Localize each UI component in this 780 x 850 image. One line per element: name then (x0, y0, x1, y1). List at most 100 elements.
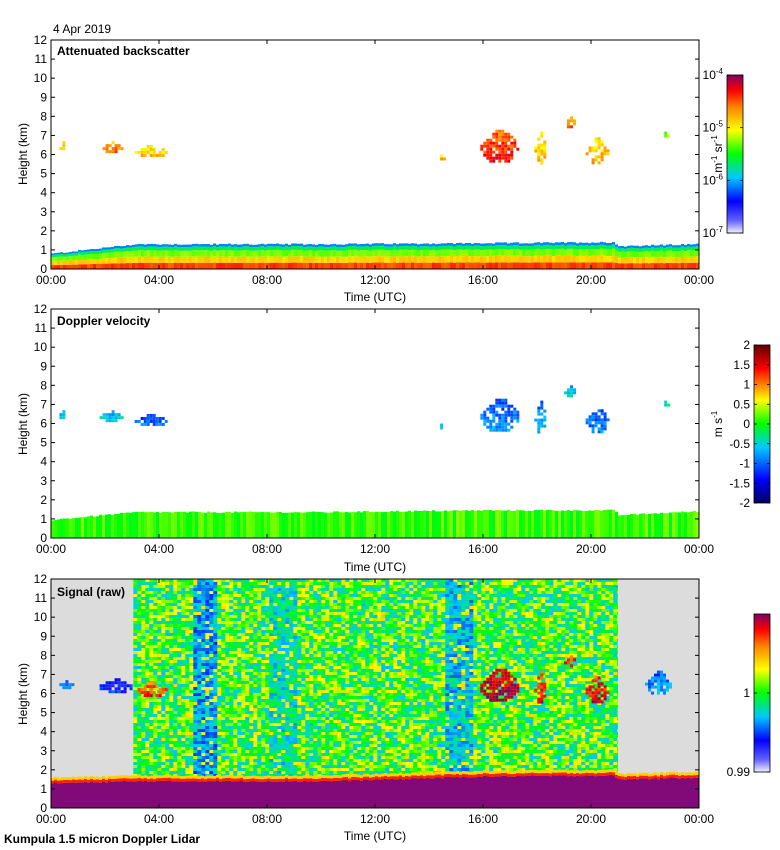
signal-cell (489, 639, 494, 642)
boundary-layer-cell (615, 511, 618, 538)
signal-cell (589, 612, 594, 615)
signal-cell (461, 636, 466, 639)
signal-cell (189, 582, 194, 585)
signal-cell (377, 627, 382, 630)
signal-cell (281, 600, 286, 603)
cloud-cell (489, 141, 493, 145)
boundary-layer-cell (333, 250, 336, 257)
signal-cell (361, 579, 366, 582)
boundary-layer-cell (651, 250, 654, 257)
signal-cell (289, 621, 294, 624)
signal-cell (401, 624, 406, 627)
signal-cell (497, 642, 502, 645)
signal-cell (469, 612, 474, 615)
boundary-layer-cell (333, 262, 336, 269)
signal-cell (357, 633, 362, 636)
signal-cell (349, 597, 354, 600)
boundary-layer-cell (444, 510, 447, 538)
signal-cell (309, 591, 314, 594)
signal-cell (549, 639, 554, 642)
signal-cell (513, 651, 518, 654)
signal-cell (589, 606, 594, 609)
signal-cell (501, 651, 506, 654)
boundary-layer-cell (306, 246, 309, 251)
signal-cell (597, 636, 602, 639)
boundary-layer-cell (219, 250, 222, 257)
signal-cell (605, 612, 610, 615)
boundary-layer-cell (276, 262, 279, 269)
signal-cell (505, 594, 510, 597)
signal-cell (173, 636, 178, 639)
signal-cell (501, 648, 506, 651)
signal-cell (437, 639, 442, 642)
boundary-layer-cell (273, 243, 276, 247)
signal-cell (493, 585, 498, 588)
signal-cell (141, 618, 146, 621)
y-tick-label: 9 (40, 90, 47, 104)
signal-cell (181, 630, 186, 633)
cloud-cell (152, 150, 156, 154)
boundary-layer-cell (192, 243, 195, 247)
signal-cell (561, 636, 566, 639)
boundary-layer-cell (261, 246, 264, 251)
signal-cell (253, 597, 258, 600)
signal-cell (141, 585, 146, 588)
signal-cell (281, 654, 286, 657)
signal-cell (373, 642, 378, 645)
signal-cell (393, 600, 398, 603)
signal-cell (153, 585, 158, 588)
signal-cell (473, 597, 478, 600)
signal-cell (601, 615, 606, 618)
signal-cell (157, 600, 162, 603)
signal-cell (213, 651, 218, 654)
cloud-cell (483, 141, 487, 145)
signal-cell (417, 651, 422, 654)
signal-cell (557, 603, 562, 606)
boundary-layer-cell (258, 250, 261, 257)
signal-cell (189, 597, 194, 600)
boundary-layer-cell (684, 245, 687, 248)
signal-cell (225, 618, 230, 621)
signal-cell (377, 651, 382, 654)
boundary-layer-cell (210, 262, 213, 269)
signal-cell (477, 636, 482, 639)
signal-cell (361, 648, 366, 651)
signal-cell (505, 591, 510, 594)
signal-cell (161, 582, 166, 585)
signal-cell (481, 627, 486, 630)
signal-cell (545, 579, 550, 582)
boundary-layer-cell (180, 244, 183, 248)
boundary-layer-cell (150, 262, 153, 269)
signal-cell (597, 630, 602, 633)
signal-cell (145, 618, 150, 621)
boundary-layer-cell (141, 250, 144, 257)
signal-cell (521, 588, 526, 591)
boundary-layer-cell (288, 512, 291, 538)
signal-cell (489, 582, 494, 585)
signal-cell (257, 654, 262, 657)
boundary-layer-cell (558, 249, 561, 256)
signal-cell (417, 579, 422, 582)
signal-cell (237, 615, 242, 618)
signal-cell (417, 582, 422, 585)
cloud-cell (540, 158, 544, 162)
boundary-layer-cell (78, 254, 81, 260)
signal-cell (541, 636, 546, 639)
boundary-layer-cell (438, 511, 441, 538)
signal-cell (249, 597, 254, 600)
signal-cell (369, 615, 374, 618)
boundary-layer-cell (639, 257, 642, 264)
cloud-cell (501, 147, 505, 151)
boundary-layer-cell (501, 255, 504, 263)
signal-cell (561, 603, 566, 606)
signal-cell (581, 621, 586, 624)
boundary-layer-cell (402, 243, 405, 246)
signal-cell (137, 585, 142, 588)
signal-cell (425, 630, 430, 633)
signal-cell (257, 618, 262, 621)
signal-cell (197, 621, 202, 624)
signal-cell (545, 615, 550, 618)
signal-cell (217, 636, 222, 639)
signal-cell (397, 588, 402, 591)
cloud-cell (114, 416, 118, 420)
